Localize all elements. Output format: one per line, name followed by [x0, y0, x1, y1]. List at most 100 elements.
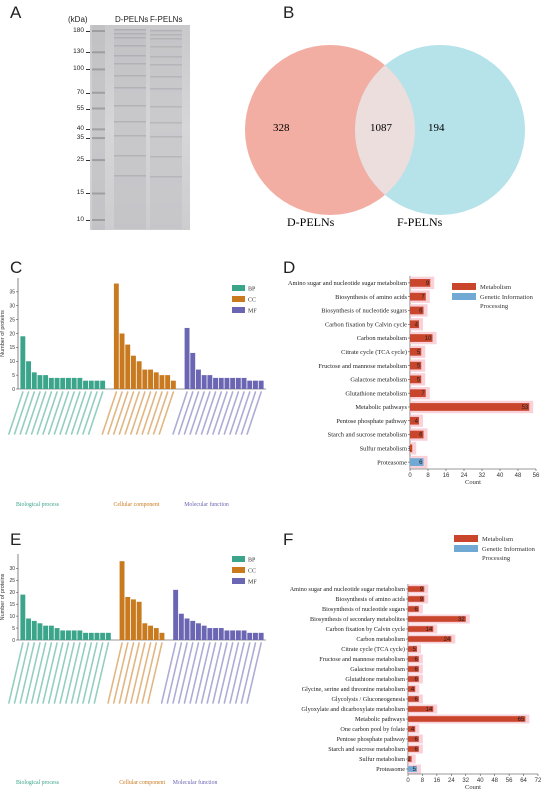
venn-overlap-count: 1087 [370, 122, 392, 134]
bar-metabolism [408, 676, 419, 682]
x-tick-label-term [13, 391, 30, 435]
x-tick-label: 48 [491, 778, 498, 784]
bar-metabolism [408, 606, 419, 612]
bar-value-label: 1 [408, 446, 412, 452]
gel-marker-band [92, 51, 105, 54]
bar-bp [31, 372, 37, 389]
category-label: Starch and sucrose metabolism [328, 746, 405, 753]
venn-diagram [245, 45, 525, 215]
x-tick-label-term [118, 391, 135, 435]
gel-sample-band [150, 56, 182, 58]
x-tick-label-term [212, 391, 228, 435]
x-tick-label-term [200, 642, 217, 704]
bar-value-label: 9 [426, 281, 430, 287]
bar-mf [235, 630, 241, 640]
bar-bp [71, 630, 77, 640]
x-tick-label: 56 [506, 778, 513, 784]
x-tick-label: 56 [533, 473, 540, 479]
bar-value-label: 4 [415, 419, 419, 425]
gel-sample-band [150, 136, 182, 138]
bar-cc [170, 380, 176, 389]
x-tick-label-term [36, 391, 53, 435]
category-label: Metabolic pathways [355, 404, 407, 411]
bar-mf [218, 628, 224, 640]
bar-metabolism [410, 375, 422, 384]
bar-bp [43, 375, 49, 389]
bar-mf [247, 380, 253, 389]
x-tick-label-term [229, 642, 245, 704]
legend-swatch-genetic [454, 545, 478, 552]
bar-value-label: 2 [407, 757, 411, 763]
go-category-label: Cellular component [119, 780, 165, 786]
y-axis-label: Number of proteins [0, 573, 6, 620]
x-tick-label-term [124, 642, 140, 704]
bar-cc [153, 628, 159, 640]
gel-sample-band [150, 176, 182, 178]
bar-metabolism [410, 279, 431, 287]
gel-sample-band [150, 76, 182, 78]
category-label: Biosynthesis of amino acids [335, 596, 405, 603]
bar-mf [247, 632, 253, 640]
bar-bp [77, 377, 83, 389]
bar-metabolism [410, 416, 419, 425]
gel-marker-tick [86, 160, 90, 162]
x-tick-label-term [70, 391, 87, 435]
x-tick-label: 24 [461, 473, 468, 479]
bar-value-label: 53 [522, 405, 529, 411]
x-tick-label: 0 [406, 778, 410, 784]
bar-value-label: 24 [444, 637, 451, 643]
x-tick-label-term [59, 391, 75, 435]
gel-marker-band [92, 30, 105, 32]
gel-marker-label: 130 [73, 48, 84, 56]
legend-label-genetic: Genetic Information [480, 294, 534, 301]
x-tick-label: 16 [434, 778, 441, 784]
bar-cc [119, 333, 125, 389]
category-label: Metabolic pathways [355, 716, 406, 723]
gel-sample-band [150, 30, 182, 32]
bar-metabolism [408, 736, 419, 742]
y-tick-label: 30 [9, 304, 15, 310]
x-tick-label-term [130, 391, 146, 435]
bar-value-label: 14 [426, 627, 433, 633]
gel-marker-label: 25 [76, 156, 84, 164]
bar-value-label: 6 [419, 460, 423, 466]
category-label: Pentose phosphate pathway [337, 736, 406, 743]
x-tick-label-term [65, 642, 81, 704]
legend-swatch-mf [232, 578, 245, 584]
bar-mf [235, 377, 241, 389]
x-tick-label-term [107, 642, 123, 704]
x-tick-label-term [87, 642, 104, 704]
bar-mf [190, 352, 196, 389]
venn-right-label: F-PELNs [397, 215, 443, 229]
bar-mf [241, 630, 247, 640]
bar-cc [125, 597, 131, 640]
bar-bp [83, 632, 88, 640]
bar-mf [213, 377, 218, 389]
bar-bp [88, 380, 94, 389]
x-tick-label-term [8, 642, 24, 704]
gel-marker-band [92, 128, 105, 131]
gel-marker-band [92, 219, 105, 221]
x-tick-label: 8 [421, 778, 425, 784]
x-tick-label-term [189, 642, 205, 704]
bar-metabolism [408, 756, 412, 762]
gel-marker-band [92, 137, 105, 140]
bar-value-label: 5 [417, 350, 421, 356]
gel-sample-band [150, 122, 182, 124]
panel-label-a: A [10, 3, 22, 22]
x-tick-label: 40 [477, 778, 484, 784]
bar-mf [173, 589, 179, 640]
legend-label-cc: CC [248, 298, 256, 304]
bar-cc [142, 623, 148, 640]
bar-value-label: 14 [426, 707, 433, 713]
gel-sample-band [114, 45, 146, 47]
x-tick-label-term [234, 642, 251, 704]
gel-marker-tick [86, 52, 90, 54]
x-tick-label-term [223, 642, 240, 704]
gel-marker-label: 10 [76, 216, 84, 223]
gel-sample-band [150, 88, 182, 90]
gel-sample-band [150, 156, 182, 158]
x-tick-label-term [206, 642, 223, 704]
bar-mf [201, 375, 207, 389]
gel-unit-label: (kDa) [68, 15, 88, 24]
